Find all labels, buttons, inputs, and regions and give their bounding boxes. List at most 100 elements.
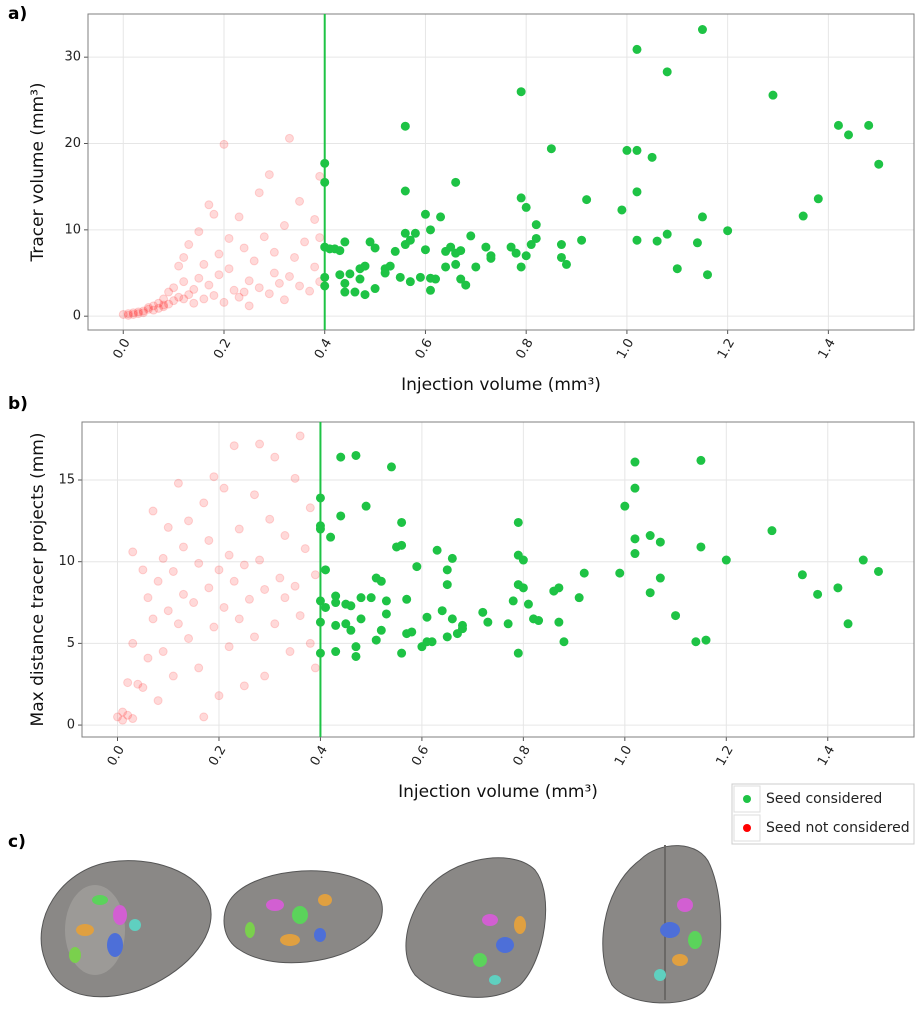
data-point (456, 246, 466, 256)
data-point (168, 566, 178, 576)
data-point (874, 159, 884, 169)
y-tick-label: 15 (58, 473, 75, 488)
data-point (696, 455, 706, 465)
data-point (234, 292, 244, 302)
data-point (521, 251, 531, 261)
data-point (280, 593, 290, 603)
y-tick-label: 0 (73, 309, 81, 324)
data-point (239, 560, 249, 570)
data-point (219, 483, 229, 493)
data-point (797, 570, 807, 580)
data-point (229, 576, 239, 586)
data-point (184, 516, 194, 526)
data-point (345, 269, 355, 279)
data-point (420, 245, 430, 255)
brain-view (405, 857, 547, 998)
data-point (154, 298, 164, 308)
panel-label: c) (8, 832, 26, 852)
data-point (199, 294, 209, 304)
data-point (402, 594, 412, 604)
data-point (361, 501, 371, 511)
data-point (118, 715, 128, 725)
data-point (697, 212, 707, 222)
panel-label: b) (8, 394, 28, 414)
region (489, 975, 501, 985)
data-point (209, 472, 219, 482)
data-point (189, 598, 199, 608)
data-point (138, 565, 148, 575)
data-point (425, 225, 435, 235)
data-point (400, 228, 410, 238)
data-point (224, 642, 234, 652)
data-point (331, 647, 341, 657)
data-point (118, 707, 128, 717)
data-point (169, 283, 179, 293)
data-point (234, 212, 244, 222)
data-point (405, 277, 415, 287)
y-axis-label: Max distance tracer projects (mm) (28, 433, 48, 727)
data-point (697, 25, 707, 35)
data-point (617, 205, 627, 215)
data-point (123, 710, 133, 720)
data-point (508, 596, 518, 606)
data-point (407, 627, 417, 637)
x-tick-label: 0.8 (513, 336, 536, 361)
data-point (239, 681, 249, 691)
data-point (274, 278, 284, 288)
region (107, 933, 123, 957)
data-point (410, 228, 420, 238)
region (280, 934, 300, 946)
data-point (315, 233, 325, 243)
data-point (397, 648, 407, 658)
data-point (813, 194, 823, 204)
data-point (154, 303, 164, 313)
data-point (249, 632, 259, 642)
data-point (164, 287, 174, 297)
data-point (556, 252, 566, 262)
data-point (244, 594, 254, 604)
data-point (295, 431, 305, 441)
data-point (204, 280, 214, 290)
data-point (179, 252, 189, 262)
data-point (234, 524, 244, 534)
data-point (260, 671, 270, 681)
data-point (209, 622, 219, 632)
data-point (534, 616, 544, 626)
y-tick-label: 10 (58, 554, 75, 569)
data-point (174, 261, 184, 271)
data-point (655, 573, 665, 583)
data-point (305, 638, 315, 648)
data-point (224, 233, 234, 243)
data-point (239, 243, 249, 253)
data-point (346, 625, 356, 635)
data-point (768, 90, 778, 100)
x-tick-label: 1.4 (816, 336, 839, 361)
data-point (199, 498, 209, 508)
data-point (158, 553, 168, 563)
data-point (516, 262, 526, 272)
data-point (356, 593, 366, 603)
data-point (451, 259, 461, 269)
brain-renderings (40, 845, 722, 1004)
data-point (275, 573, 285, 583)
plot-background (82, 422, 914, 737)
data-point (632, 145, 642, 155)
data-point (397, 540, 407, 550)
plot-border (81, 421, 915, 738)
data-point (447, 553, 457, 563)
data-point (518, 555, 528, 565)
data-point (415, 272, 425, 282)
data-point (331, 598, 341, 608)
data-point (153, 696, 163, 706)
x-tick-label: 0.6 (413, 336, 436, 361)
data-point (645, 531, 655, 541)
data-point (422, 612, 432, 622)
data-point (767, 526, 777, 536)
data-point (169, 296, 179, 306)
data-point (582, 195, 592, 205)
data-point (159, 294, 169, 304)
data-point (397, 517, 407, 527)
data-point (425, 285, 435, 295)
data-point (516, 87, 526, 97)
